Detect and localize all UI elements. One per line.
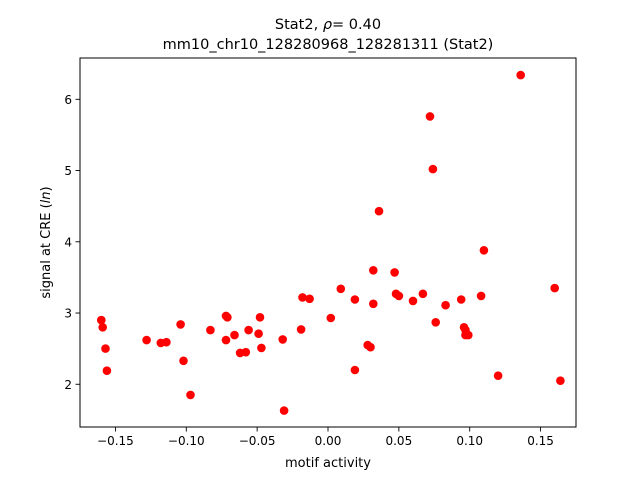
- data-point-29: [350, 295, 360, 304]
- data-point-42: [428, 164, 438, 174]
- data-point-3: [101, 344, 110, 353]
- y-tick-label: 3: [64, 307, 72, 321]
- data-point-26: [305, 294, 314, 304]
- x-tick-label: 0.05: [385, 434, 412, 448]
- data-point-19: [254, 329, 263, 339]
- x-tick-label: −0.10: [168, 434, 205, 448]
- data-point-1: [97, 315, 106, 325]
- data-point-44: [441, 300, 450, 310]
- ylabel-italic: ln: [39, 191, 54, 203]
- chart-title-line2: mm10_chr10_128280968_128281311 (Stat2): [163, 37, 494, 53]
- x-tick-label: −0.05: [239, 434, 276, 448]
- data-point-51: [479, 246, 489, 255]
- data-point-15: [230, 330, 239, 340]
- y-tick-label: 6: [64, 93, 72, 107]
- data-point-35: [374, 206, 384, 216]
- data-point-54: [550, 283, 559, 293]
- data-point-34: [369, 266, 378, 275]
- data-point-36: [390, 268, 399, 277]
- data-point-45: [456, 295, 466, 304]
- data-point-40: [418, 289, 428, 299]
- data-point-8: [176, 320, 185, 329]
- data-point-23: [279, 406, 289, 415]
- data-point-38: [394, 291, 404, 301]
- chart-title-line1: Stat2, ρ= 0.40: [275, 17, 381, 33]
- data-point-13: [223, 313, 232, 322]
- data-point-52: [493, 371, 503, 381]
- title-prefix: Stat2,: [275, 17, 323, 33]
- x-tick-label: −0.15: [97, 434, 134, 448]
- data-point-30: [350, 365, 360, 375]
- data-point-10: [186, 390, 195, 400]
- data-point-20: [255, 313, 265, 322]
- data-point-14: [221, 335, 231, 345]
- data-point-41: [425, 112, 435, 121]
- title-rho-symbol: ρ: [323, 17, 333, 33]
- data-point-18: [244, 325, 253, 335]
- x-tick-label: 0.15: [527, 434, 554, 448]
- data-point-32: [366, 342, 375, 352]
- x-tick-label: 0.10: [456, 434, 483, 448]
- data-point-28: [336, 284, 346, 294]
- data-point-27: [326, 313, 336, 323]
- y-tick-label: 5: [64, 164, 72, 178]
- y-axis: 2 3 4 5 6: [64, 93, 80, 392]
- data-point-11: [206, 325, 215, 335]
- data-point-21: [257, 343, 266, 353]
- data-point-4: [102, 366, 112, 376]
- y-tick-label: 2: [64, 378, 72, 392]
- data-point-50: [476, 291, 486, 301]
- data-point-24: [296, 325, 306, 334]
- x-tick-label: 0.00: [315, 434, 342, 448]
- data-point-55: [556, 376, 565, 386]
- points-layer: [97, 70, 565, 415]
- ylabel-suffix: ): [39, 186, 54, 191]
- ylabel-prefix: signal at CRE (: [39, 203, 54, 298]
- data-point-7: [162, 337, 171, 347]
- data-point-49: [464, 330, 473, 340]
- data-point-53: [516, 70, 525, 80]
- data-point-43: [431, 318, 441, 327]
- data-point-39: [408, 296, 418, 306]
- y-axis-label: signal at CRE (ln): [39, 186, 54, 298]
- data-point-17: [241, 347, 251, 357]
- data-point-5: [142, 335, 151, 345]
- data-point-9: [179, 356, 188, 366]
- x-axis-label: motif activity: [285, 456, 371, 471]
- title-rho-value: = 0.40: [332, 17, 381, 33]
- data-point-33: [369, 299, 378, 309]
- y-tick-label: 4: [64, 235, 72, 249]
- data-point-25: [298, 293, 307, 302]
- data-point-2: [98, 323, 107, 332]
- data-point-22: [278, 335, 288, 344]
- x-axis: −0.15 −0.10 −0.05 0.00 0.05 0.10 0.15: [97, 427, 554, 448]
